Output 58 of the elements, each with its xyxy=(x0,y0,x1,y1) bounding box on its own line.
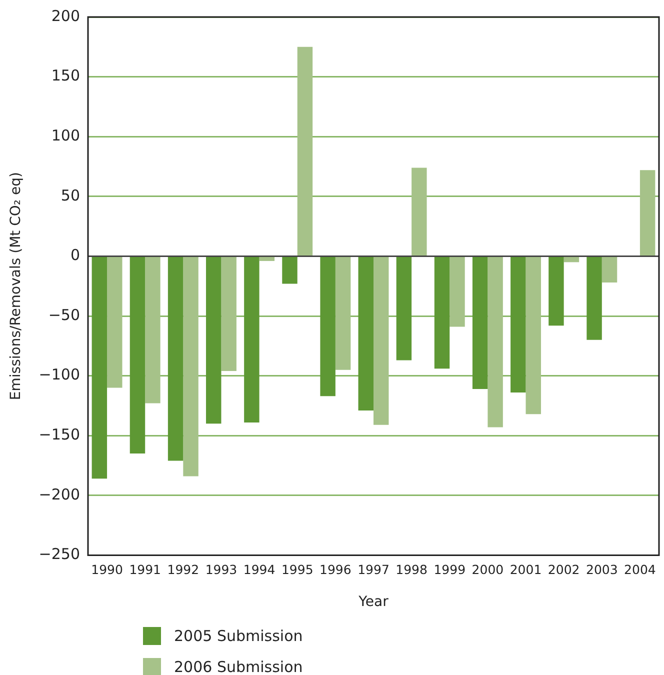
x-tick-label: 2004 xyxy=(624,562,656,577)
bar xyxy=(107,256,122,388)
y-tick-label: −200 xyxy=(38,485,80,504)
y-tick-label: −250 xyxy=(38,545,80,564)
x-tick-label: 1993 xyxy=(205,562,238,577)
bar xyxy=(564,256,580,262)
y-axis-title: Emissions/Removals (Mt CO₂ eq) xyxy=(8,172,24,400)
bar xyxy=(358,256,374,410)
bar xyxy=(434,256,450,369)
y-tick-label: −50 xyxy=(48,306,80,324)
x-tick-label: 2000 xyxy=(472,562,504,577)
x-tick-label: 1990 xyxy=(91,562,123,577)
x-tick-label: 1996 xyxy=(320,562,352,577)
bar xyxy=(548,256,564,326)
y-tick-label: 50 xyxy=(60,186,80,204)
x-tick-label: 1994 xyxy=(243,562,276,577)
bar xyxy=(450,256,465,327)
bar xyxy=(259,256,275,261)
x-axis-title: Year xyxy=(358,594,389,610)
y-tick-label: 100 xyxy=(51,126,80,144)
bar xyxy=(640,170,656,256)
legend-label: 2006 Submission xyxy=(174,658,303,675)
x-tick-label: 1992 xyxy=(167,562,200,577)
x-tick-label: 1995 xyxy=(281,562,314,577)
bar xyxy=(244,256,260,422)
bar xyxy=(206,256,222,424)
bar xyxy=(130,256,146,454)
x-tick-label: 1997 xyxy=(358,562,390,577)
bar xyxy=(282,256,298,284)
bar xyxy=(373,256,389,425)
bar xyxy=(488,256,503,428)
bar xyxy=(412,168,427,256)
x-tick-label: 2003 xyxy=(586,562,618,577)
y-tick-label: 150 xyxy=(51,66,80,85)
bar xyxy=(602,256,618,283)
bar xyxy=(586,256,602,340)
x-tick-label: 1991 xyxy=(129,562,162,577)
bar xyxy=(145,256,160,404)
bar xyxy=(526,256,541,414)
y-tick-label: −150 xyxy=(38,425,80,444)
x-tick-label: 2002 xyxy=(548,562,580,577)
y-tick-label: −100 xyxy=(38,366,80,384)
bar xyxy=(183,256,198,476)
bar xyxy=(472,256,488,389)
x-tick-label: 2001 xyxy=(510,562,542,577)
y-tick-label: 0 xyxy=(70,246,80,264)
x-tick-label: 1999 xyxy=(434,562,466,577)
bar xyxy=(297,46,313,256)
bar xyxy=(168,256,184,461)
x-tick-label: 1998 xyxy=(396,562,428,577)
bar xyxy=(510,256,526,393)
legend-label: 2005 Submission xyxy=(174,626,303,644)
bar xyxy=(335,256,351,370)
bar xyxy=(396,256,412,360)
bar xyxy=(320,256,336,396)
bar xyxy=(92,256,108,479)
y-tick-label: 200 xyxy=(51,6,80,25)
bar xyxy=(221,256,236,372)
